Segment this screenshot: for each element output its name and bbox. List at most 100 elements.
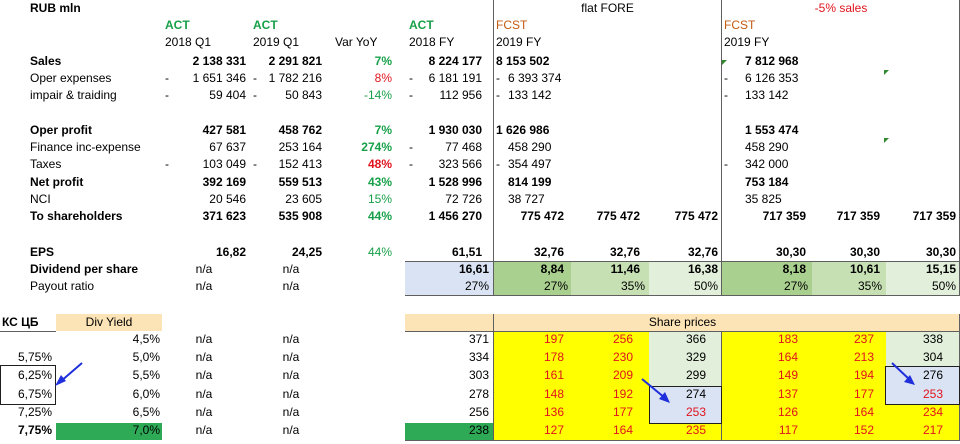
price-q18-cell: n/a xyxy=(195,332,213,346)
dy-highlight-fill xyxy=(56,423,162,440)
price-q19-cell: n/a xyxy=(282,423,300,437)
share-price-cell: 276 xyxy=(922,368,943,382)
share-price-cell: 256 xyxy=(612,332,633,346)
col-2019fy-flat: 2019 FY xyxy=(496,35,542,49)
sign-impair-fy18: - xyxy=(409,88,413,102)
cell-nci-m5: 35 825 xyxy=(745,192,782,206)
divider-top-dps xyxy=(405,261,960,262)
kc-rate-cell: 7,25% xyxy=(17,405,52,419)
m5-dps-fill-1 xyxy=(722,261,812,295)
cell-eps-q19: 24,25 xyxy=(291,245,322,259)
flat-prices-yellow-fill xyxy=(494,331,649,440)
divider-price-header xyxy=(405,331,960,332)
cell-opex-fy18: 6 181 191 xyxy=(428,71,482,85)
share-price-cell: 152 xyxy=(853,423,874,437)
row-label-operprofit: Oper profit xyxy=(30,123,92,137)
act-label-fy18: ACT xyxy=(409,18,434,32)
sign-taxes-q19: - xyxy=(253,157,257,171)
price-q19-cell: n/a xyxy=(282,405,300,419)
flat-prices-green-fill xyxy=(649,331,721,387)
cell-netprofit-q18: 392 169 xyxy=(202,175,246,189)
cell-payout-m53: 50% xyxy=(931,279,956,293)
kc-label: КС ЦБ xyxy=(2,315,39,329)
cell-toshare-q19: 535 908 xyxy=(278,209,322,223)
share-price-cell: 197 xyxy=(543,332,564,346)
cell-finance-q18: 67 637 xyxy=(209,140,246,154)
cell-dps-flat2: 11,46 xyxy=(610,262,640,276)
kc-rate-cell xyxy=(0,331,52,348)
share-price-cell: 234 xyxy=(922,405,943,419)
cell-toshare-fy18: 1 456 270 xyxy=(428,209,482,223)
scenario-m5-title: -5% sales xyxy=(814,1,868,15)
col-2019q1: 2019 Q1 xyxy=(253,35,300,49)
share-price-cell: 253 xyxy=(685,405,706,419)
share-price-cell: 192 xyxy=(612,387,633,401)
divider-price-left xyxy=(493,314,494,440)
div-yield-cell: 6,5% xyxy=(132,405,160,419)
price-fy18-cell: 334 xyxy=(468,350,489,364)
share-price-cell: 164 xyxy=(612,423,633,437)
share-price-cell: 127 xyxy=(543,423,564,437)
cell-payout-flat1: 27% xyxy=(543,279,568,293)
act-label-q18: ACT xyxy=(165,18,190,32)
cell-taxes-q19: 152 413 xyxy=(278,157,322,171)
share-price-cell: 217 xyxy=(922,423,943,437)
share-price-cell: 338 xyxy=(922,332,943,346)
fy18-highlight-fill xyxy=(405,423,493,440)
div-yield-cell: 5,0% xyxy=(132,350,160,364)
cell-toshare-m51: 717 359 xyxy=(762,209,806,223)
cell-sales-flat: 8 153 502 xyxy=(496,54,550,68)
cell-opex-m5: 6 126 353 xyxy=(745,71,799,85)
share-prices-header-fill xyxy=(405,314,960,331)
price-q18-cell: n/a xyxy=(195,423,213,437)
sign-impair-q19: - xyxy=(253,88,257,102)
flat-price-outline-box xyxy=(649,386,722,424)
col-2019fy-m5: 2019 FY xyxy=(724,35,770,49)
div-yield-label: Div Yield xyxy=(85,315,133,329)
m5-dps-fill-3 xyxy=(886,261,960,295)
cell-impair-fy18: 112 956 xyxy=(439,88,483,102)
cell-netprofit-var: 43% xyxy=(367,175,392,189)
cell-payout-flat2: 35% xyxy=(620,279,645,293)
kc-rate-cell: 6,25% xyxy=(17,368,52,382)
price-q18-cell: n/a xyxy=(195,350,213,364)
price-fy18-cell: 238 xyxy=(468,423,489,437)
flat-prices-yellow-tail xyxy=(649,423,721,440)
cell-finance-flat: 458 290 xyxy=(508,140,552,154)
share-price-cell: 230 xyxy=(612,350,633,364)
cell-operprofit-fy18: 1 930 030 xyxy=(428,123,482,137)
cell-dps-flat1: 8,84 xyxy=(540,262,564,276)
sign-taxes-fy18: - xyxy=(409,157,413,171)
sign-taxes-flat: - xyxy=(496,157,500,171)
cell-payout-q18: n/a xyxy=(195,279,213,293)
cell-eps-m52: 30,30 xyxy=(849,245,880,259)
cell-sales-fy18: 8 224 177 xyxy=(428,54,482,68)
share-price-cell: 213 xyxy=(853,350,874,364)
share-price-cell: 148 xyxy=(543,387,564,401)
cell-operprofit-m5: 1 553 474 xyxy=(745,123,799,137)
share-prices-label: Share prices xyxy=(648,315,717,329)
cell-netprofit-m5: 753 184 xyxy=(745,175,789,189)
col-2018fy: 2018 FY xyxy=(409,35,455,49)
cell-operprofit-flat: 1 626 986 xyxy=(496,123,550,137)
cell-taxes-q18: 103 049 xyxy=(202,157,246,171)
cell-taxes-flat: 354 497 xyxy=(508,157,552,171)
cell-eps-q18: 16,82 xyxy=(215,245,246,259)
cell-finance-q19: 253 164 xyxy=(278,140,322,154)
comment-marker xyxy=(722,60,727,65)
cell-opex-var: 8% xyxy=(374,71,392,85)
cell-opex-q19: 1 782 216 xyxy=(268,71,322,85)
cell-operprofit-q18: 427 581 xyxy=(202,123,246,137)
cell-impair-m5: 133 142 xyxy=(745,88,789,102)
div-yield-cell: 4,5% xyxy=(132,332,160,346)
sign-opex-q18: - xyxy=(165,71,169,85)
share-price-cell: 136 xyxy=(543,405,564,419)
cell-nci-q18: 20 546 xyxy=(209,192,246,206)
price-fy18-cell: 256 xyxy=(468,405,489,419)
m5-prices-green-fill xyxy=(886,331,960,367)
share-price-cell: 235 xyxy=(685,423,706,437)
share-price-cell: 117 xyxy=(778,423,798,437)
divider-bottom-payout xyxy=(405,295,960,296)
row-label-finance: Finance inc-expense xyxy=(30,140,141,154)
